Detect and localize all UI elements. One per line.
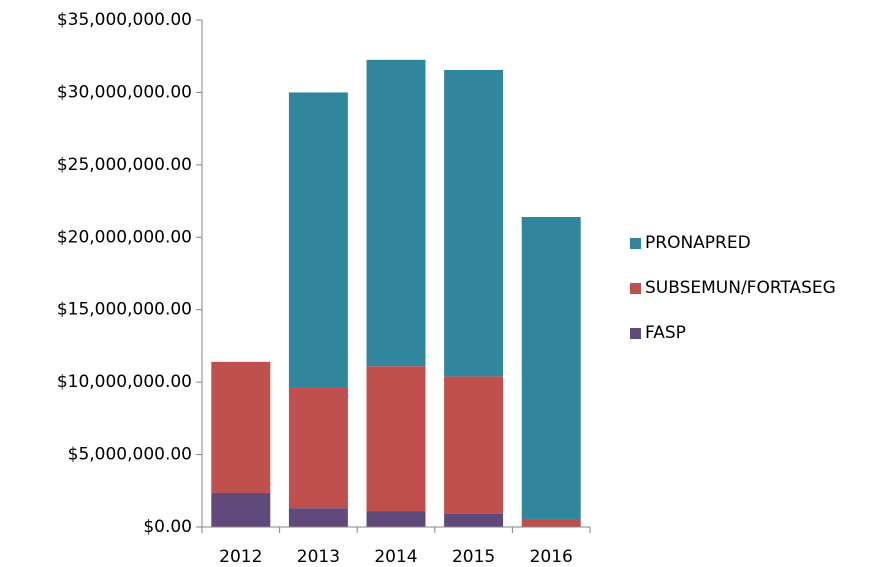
y-tick-label: $35,000,000.00 [57,10,192,30]
bar-segment [444,513,504,527]
x-tick-label: 2015 [452,547,495,567]
y-tick-label: $25,000,000.00 [57,155,192,175]
bar-segment [444,69,504,377]
legend-swatch [630,238,641,249]
bar-segment [366,59,426,367]
bar-segment [521,217,581,520]
y-tick-label: $15,000,000.00 [57,300,192,320]
legend-label: PRONAPRED [645,233,751,253]
x-tick-label: 2014 [374,547,417,567]
x-tick-label: 2012 [219,547,262,567]
bar-segment [521,519,581,527]
bar-segment [211,361,271,493]
bar-segment [366,366,426,512]
legend-swatch [630,328,641,339]
legend-label: SUBSEMUN/FORTASEG [645,278,836,298]
x-tick-label: 2016 [530,547,573,567]
y-tick-label: $5,000,000.00 [68,445,192,465]
y-tick-label: $20,000,000.00 [57,227,192,247]
bar-segment [211,492,271,527]
legend-swatch [630,283,641,294]
bar-segment [288,387,348,509]
y-tick-label: $10,000,000.00 [57,372,192,392]
x-tick-label: 2013 [297,547,340,567]
legend-label: FASP [645,323,686,343]
bar-segment [366,511,426,527]
bar-segment [288,92,348,388]
y-tick-label: $30,000,000.00 [57,82,192,102]
bar-segment [444,376,504,514]
bar-segment [288,508,348,527]
y-tick-label: $0.00 [143,517,192,537]
